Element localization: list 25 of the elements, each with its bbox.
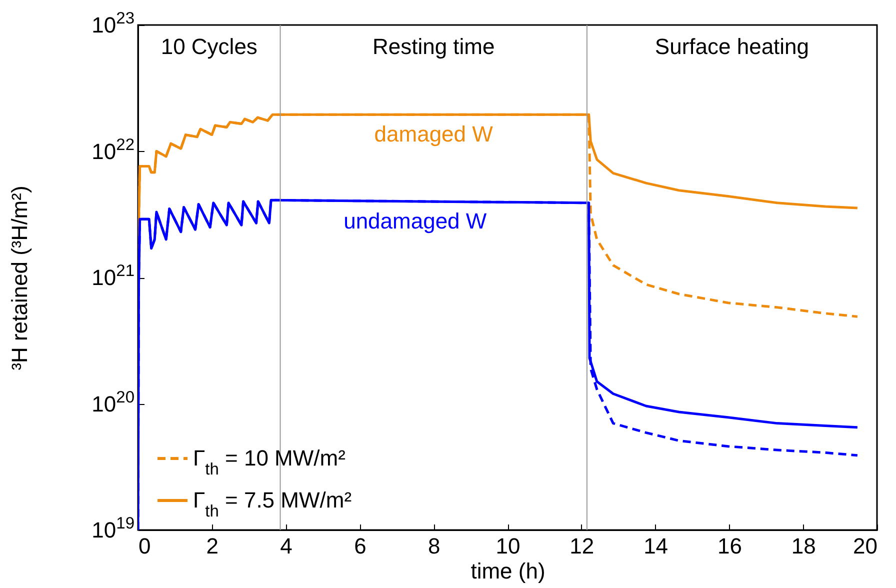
legend-label: Γ$_{th}$ = 7.5 MW/m² bbox=[193, 488, 352, 520]
y-tick-label: 10$^{19}$ bbox=[92, 514, 134, 542]
y-tick-label: 10$^{20}$ bbox=[92, 388, 134, 416]
x-tick-label: 20 bbox=[853, 534, 878, 558]
x-tick-label: 6 bbox=[354, 534, 366, 558]
x-tick-label: 18 bbox=[791, 534, 816, 558]
x-tick-label: 16 bbox=[717, 534, 742, 558]
x-tick-label: 10 bbox=[496, 534, 520, 558]
annotation: Resting time bbox=[372, 34, 495, 59]
x-tick-label: 14 bbox=[644, 534, 668, 558]
y-tick-label: 10$^{23}$ bbox=[92, 10, 134, 38]
x-tick-label: 12 bbox=[570, 534, 594, 558]
annotation: 10 Cycles bbox=[160, 34, 258, 59]
x-tick-label: 4 bbox=[280, 534, 292, 558]
x-tick-label: 2 bbox=[206, 534, 219, 558]
y-tick-label: 10$^{22}$ bbox=[92, 136, 134, 164]
x-axis-title: time (h) bbox=[470, 558, 546, 584]
annotation: damaged W bbox=[374, 122, 494, 147]
x-tick-label: 8 bbox=[428, 534, 440, 558]
y-tick-label: 10$^{21}$ bbox=[92, 262, 134, 290]
x-tick-label: 0 bbox=[138, 534, 151, 558]
annotation: Surface heating bbox=[654, 34, 810, 59]
legend-label: Γ$_{th}$ = 10 MW/m² bbox=[193, 446, 346, 478]
y-axis-title: ³H retained (³H/m²) bbox=[7, 186, 32, 370]
annotation: undamaged W bbox=[344, 208, 487, 234]
